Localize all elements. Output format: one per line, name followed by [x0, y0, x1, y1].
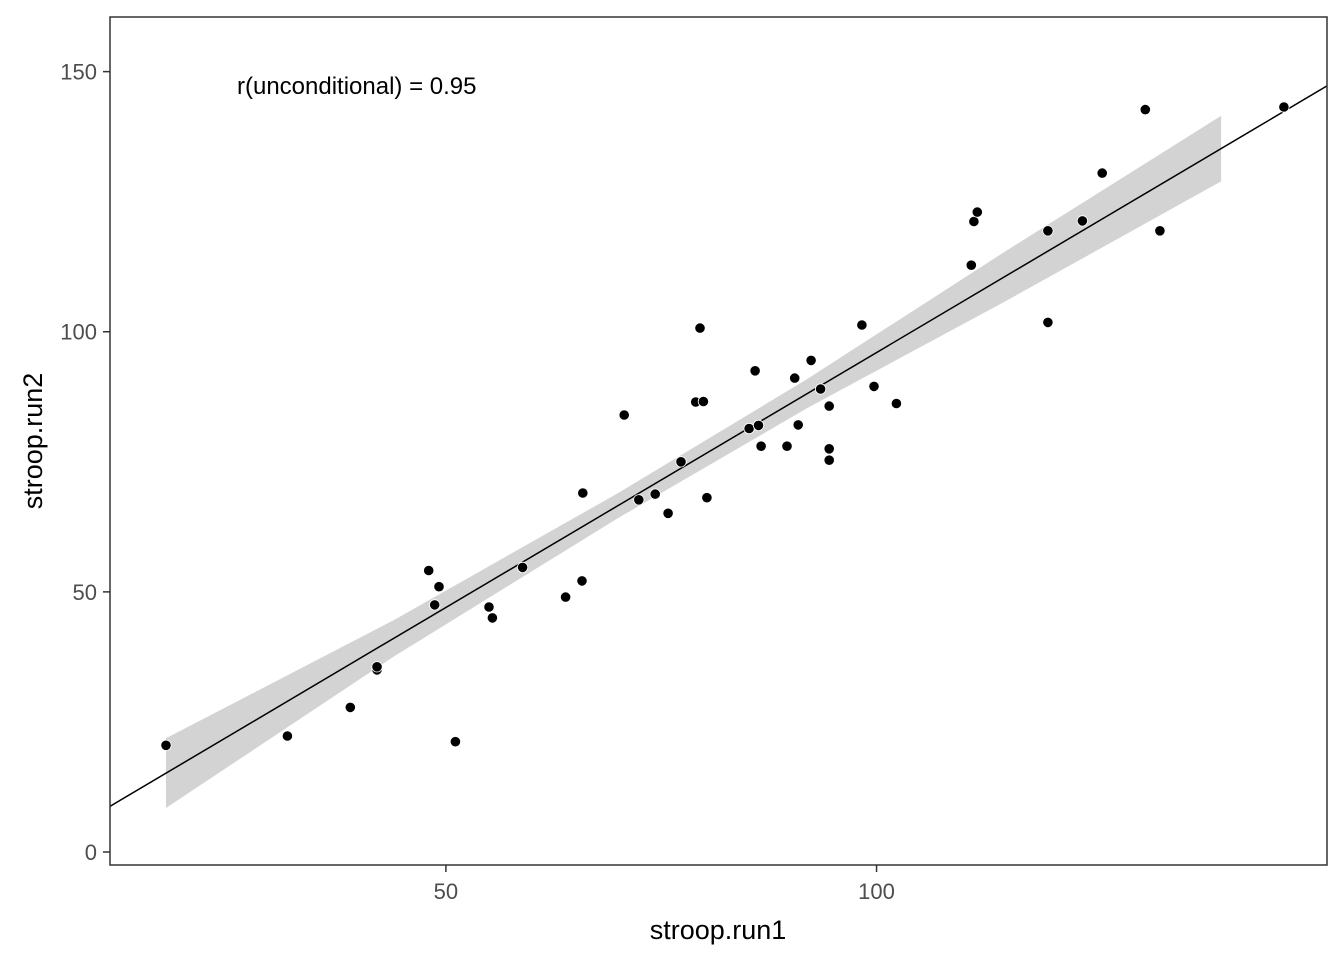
- correlation-annotation: r(unconditional) = 0.95: [237, 73, 476, 100]
- data-point: [429, 599, 441, 611]
- data-point: [1096, 167, 1108, 179]
- data-point: [701, 492, 713, 504]
- data-point: [814, 383, 827, 395]
- data-point: [743, 422, 755, 435]
- data-point: [649, 488, 661, 500]
- data-point: [449, 736, 461, 748]
- data-point: [823, 454, 835, 466]
- data-point: [1042, 225, 1054, 237]
- data-point: [968, 215, 980, 228]
- y-tick-label: 50: [73, 580, 97, 605]
- data-point: [160, 739, 172, 751]
- data-point: [823, 400, 835, 412]
- data-point: [1042, 316, 1054, 328]
- confidence-band: [166, 115, 1222, 809]
- x-tick-label: 100: [858, 879, 895, 904]
- y-axis-title: stroop.run2: [18, 373, 48, 510]
- data-point: [890, 397, 903, 410]
- data-point: [577, 487, 589, 499]
- axes: 50 100 0 50 100 150: [60, 60, 895, 904]
- y-tick-label: 0: [85, 840, 97, 865]
- data-point: [781, 440, 793, 452]
- data-point: [1154, 225, 1166, 237]
- data-point: [856, 319, 868, 331]
- y-tick-label: 150: [60, 60, 97, 85]
- data-point: [618, 409, 630, 421]
- data-point: [752, 419, 765, 431]
- data-point: [1076, 215, 1089, 227]
- data-point: [371, 661, 383, 673]
- data-point: [516, 561, 529, 574]
- data-point: [433, 581, 445, 593]
- data-point: [423, 564, 435, 577]
- data-point: [792, 419, 804, 431]
- data-point: [486, 612, 498, 624]
- data-points: [160, 101, 1290, 751]
- x-tick-label: 50: [434, 879, 458, 904]
- panel-border: [109, 16, 1328, 866]
- data-point: [576, 575, 588, 587]
- regression-line: [110, 85, 1327, 807]
- data-point: [694, 322, 706, 334]
- data-point: [823, 443, 835, 455]
- data-point: [805, 354, 817, 366]
- data-point: [749, 365, 761, 377]
- data-point: [789, 372, 801, 384]
- data-point: [755, 440, 767, 452]
- data-point: [483, 601, 495, 613]
- data-point: [697, 395, 710, 408]
- x-axis-title: stroop.run1: [650, 915, 787, 945]
- data-point: [965, 259, 977, 271]
- data-point: [1278, 101, 1290, 113]
- data-point: [559, 591, 572, 603]
- data-point: [662, 507, 674, 519]
- y-tick-label: 100: [60, 320, 97, 345]
- data-point: [868, 380, 880, 392]
- data-point: [1139, 104, 1151, 116]
- data-point: [281, 730, 293, 742]
- data-point: [344, 701, 356, 714]
- data-point: [633, 494, 645, 506]
- data-point: [971, 206, 983, 218]
- data-point: [675, 456, 687, 468]
